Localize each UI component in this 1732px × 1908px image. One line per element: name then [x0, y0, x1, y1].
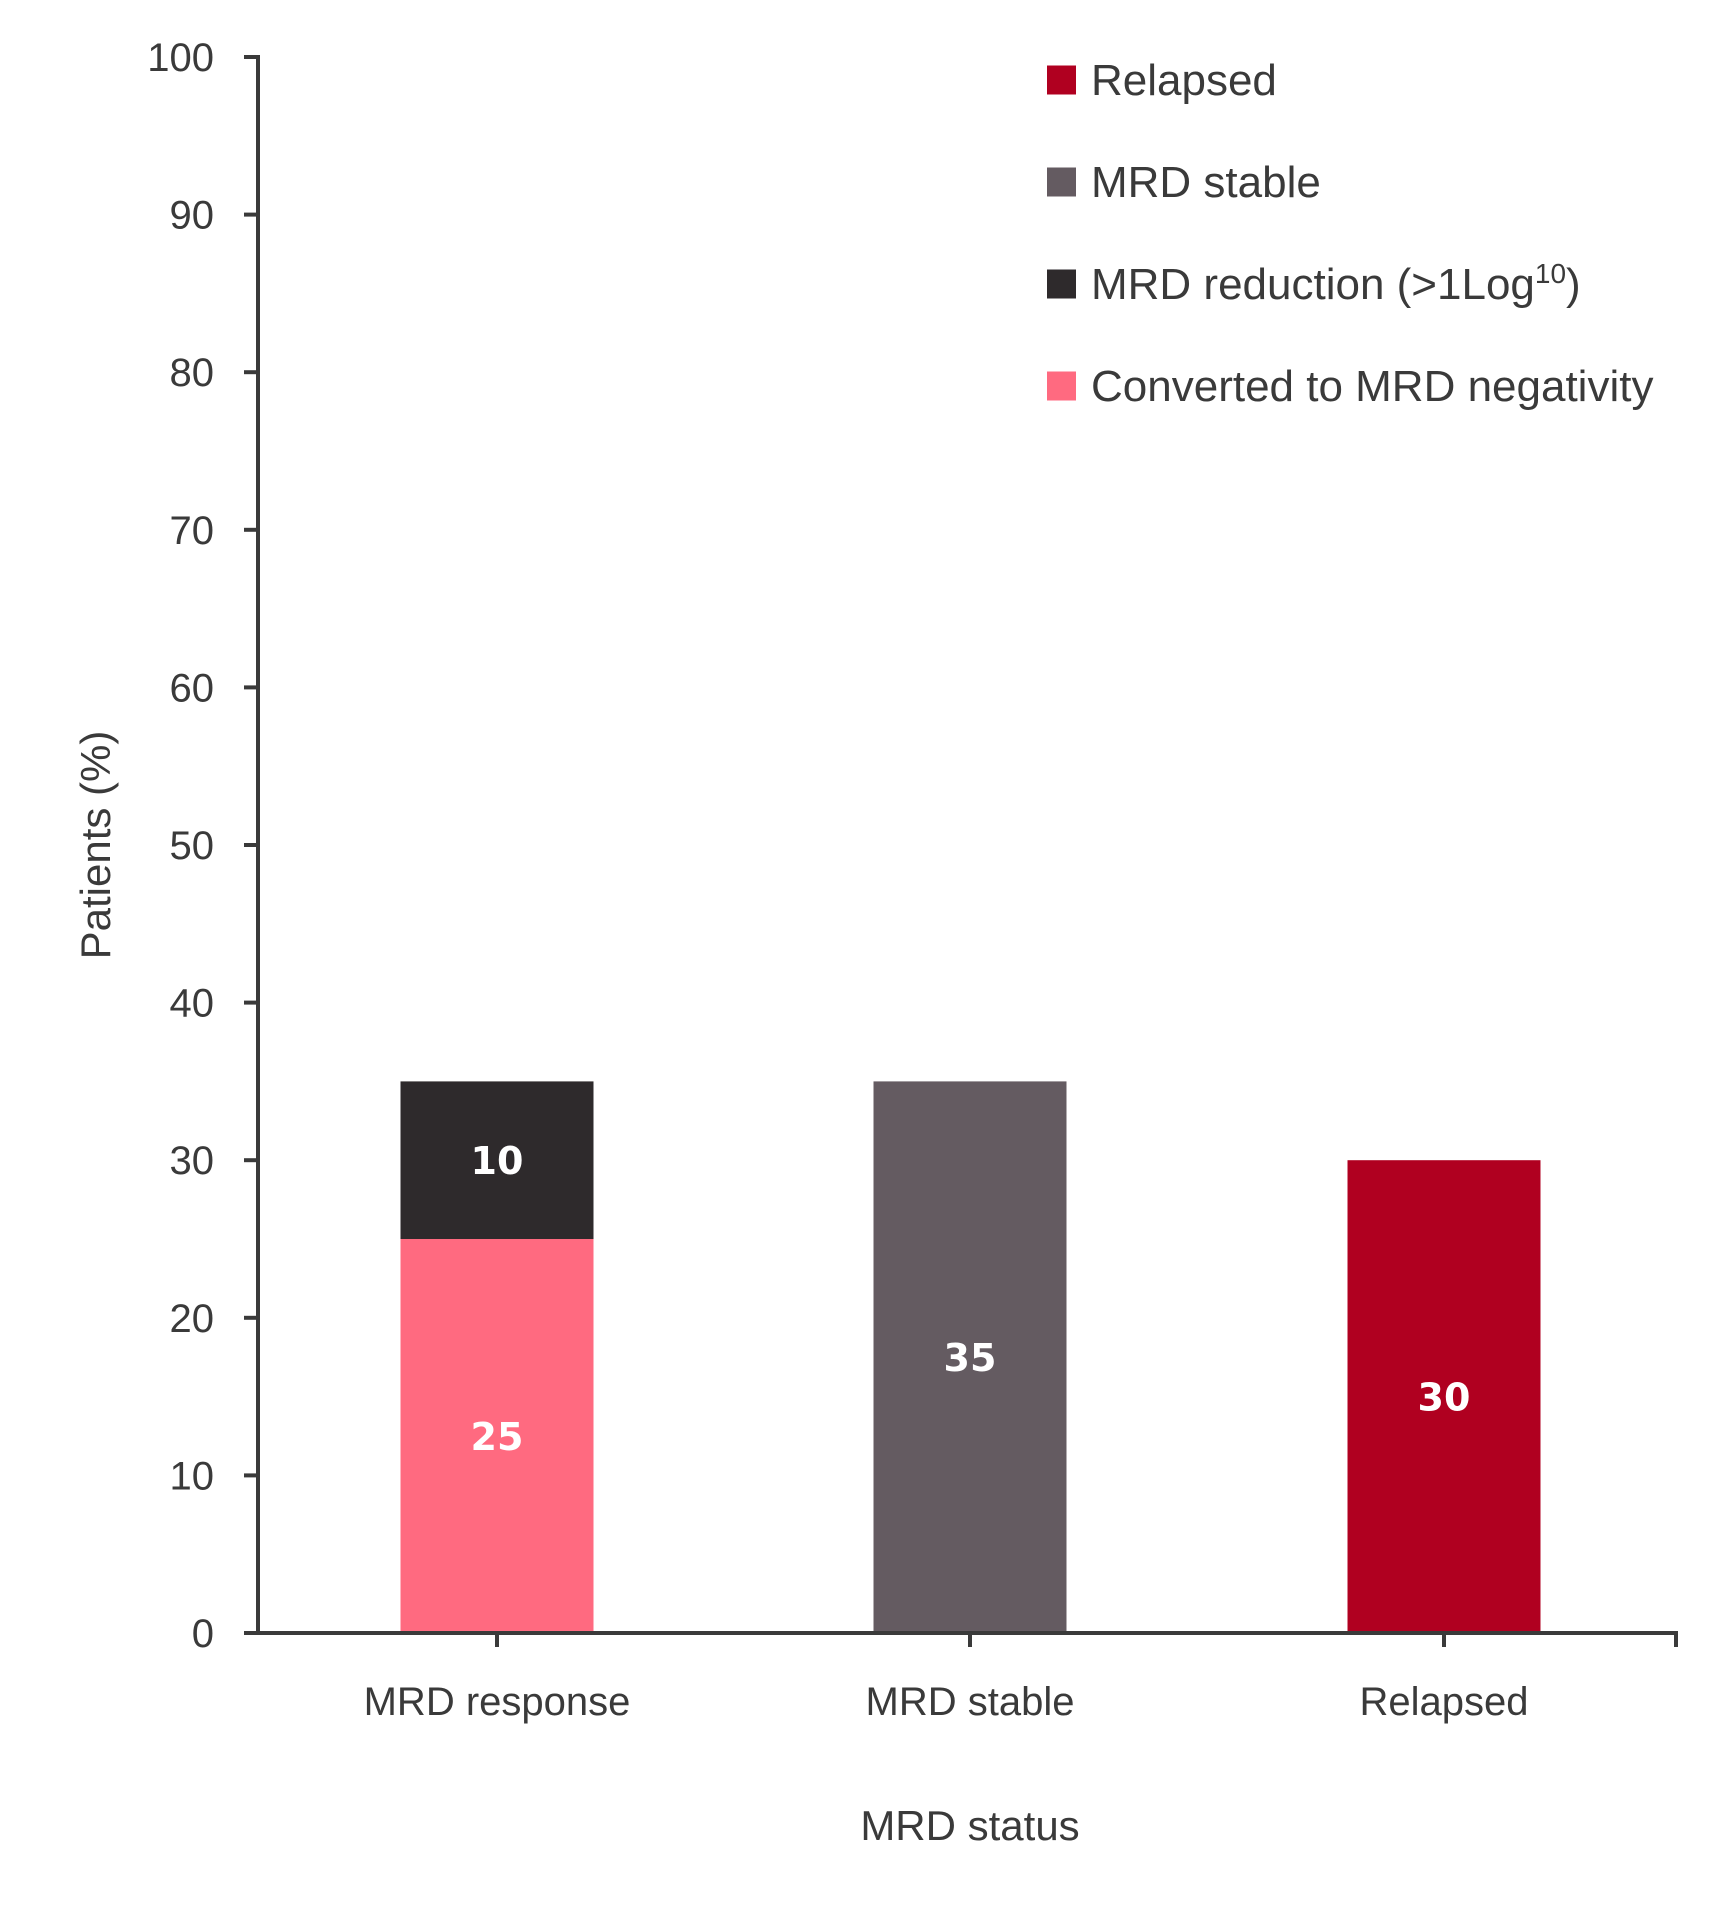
legend-label: MRD stable [1091, 158, 1321, 207]
y-tick-label: 90 [170, 194, 215, 238]
x-tick-label: MRD stable [866, 1680, 1075, 1724]
y-tick-label: 100 [147, 36, 214, 80]
data-label: 10 [471, 1139, 524, 1183]
bar-segment [400, 1239, 594, 1633]
y-tick-label: 20 [170, 1297, 215, 1341]
legend-label-text: MRD stable [1091, 158, 1321, 207]
y-axis-title: Patients (%) [72, 731, 119, 960]
legend-label-text: Relapsed [1091, 56, 1277, 105]
legend-swatch [1047, 371, 1076, 401]
y-tick-label: 70 [170, 509, 215, 553]
data-label: 30 [1418, 1376, 1471, 1420]
data-label: 25 [471, 1415, 524, 1459]
legend-swatch [1047, 269, 1076, 299]
legend-label: MRD reduction (>1Log10) [1091, 258, 1581, 309]
y-tick-label: 30 [170, 1139, 215, 1183]
data-label: 35 [944, 1336, 997, 1380]
bar-segment [873, 1081, 1067, 1633]
y-tick-label: 50 [170, 824, 215, 868]
y-tick-label: 60 [170, 666, 215, 710]
x-axis-title: MRD status [860, 1802, 1079, 1849]
legend-swatch [1047, 65, 1076, 95]
x-tick-label: MRD response [364, 1680, 631, 1724]
legend-label: Converted to MRD negativity [1091, 362, 1653, 411]
bar-segment [400, 1081, 594, 1239]
bar-segment [1347, 1160, 1541, 1633]
y-ticks-group: 0 10 20 30 40 50 60 70 80 90 100 [147, 36, 258, 1656]
legend: Relapsed MRD stable MRD reduction (>1Log10… [1047, 56, 1653, 411]
legend-label-text: Converted to MRD negativity [1091, 362, 1653, 411]
x-ticks-group: MRD response MRD stable Relapsed [364, 1633, 1678, 1724]
bars-group [400, 1081, 1541, 1633]
legend-superscript: 10 [1535, 258, 1566, 289]
y-tick-label: 10 [170, 1454, 215, 1498]
data-labels-group: 25 10 35 30 [471, 1139, 1471, 1459]
y-tick-label: 80 [170, 351, 215, 395]
y-tick-label: 0 [192, 1612, 214, 1656]
y-tick-label: 40 [170, 982, 215, 1026]
legend-swatch [1047, 167, 1076, 197]
legend-suffix: ) [1566, 260, 1581, 309]
x-tick-label: Relapsed [1359, 1680, 1528, 1724]
legend-label-text: MRD reduction (>1Log [1091, 260, 1535, 309]
legend-label: Relapsed [1091, 56, 1277, 105]
